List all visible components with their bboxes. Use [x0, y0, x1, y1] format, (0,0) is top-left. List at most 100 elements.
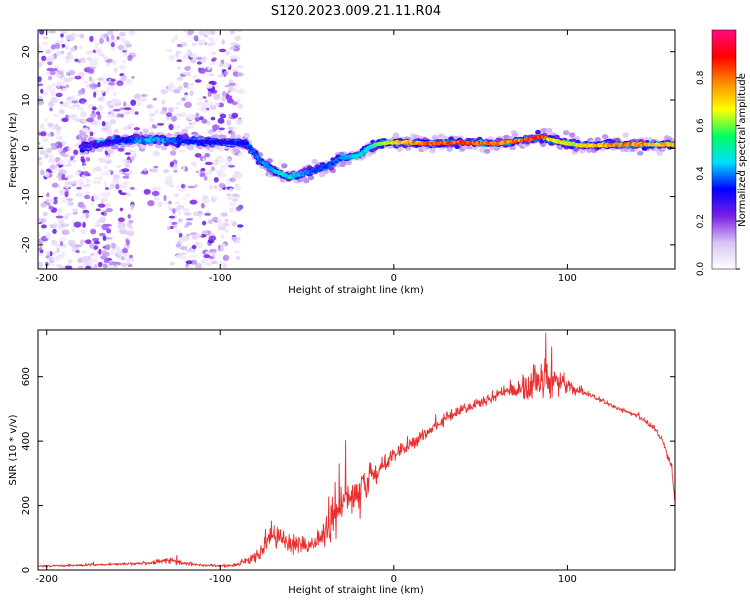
- spectrogram-speckle: [38, 217, 42, 223]
- spectrogram-ridge-cell: [622, 132, 629, 138]
- spectrogram-speckle: [221, 39, 225, 45]
- spectrogram-speckle: [107, 102, 114, 106]
- spectrogram-speckle: [69, 47, 76, 52]
- spectrogram-speckle: [40, 217, 47, 223]
- spectrogram-speckle: [211, 251, 216, 258]
- spectrogram-speckle: [82, 259, 89, 266]
- spectrogram-speckle: [119, 37, 127, 42]
- spectrogram-speckle: [230, 58, 238, 63]
- spectrogram-speckle: [120, 256, 125, 261]
- colorbar-tick-label: 0.8: [696, 70, 706, 85]
- spectrogram-speckle: [199, 116, 204, 121]
- spectrogram-speckle: [99, 53, 105, 57]
- spectrogram-speckle: [180, 111, 187, 118]
- spectrogram-speckle: [48, 259, 55, 264]
- spectrogram-speckle: [111, 98, 118, 104]
- spectrogram-speckle: [38, 99, 45, 106]
- spectrogram-speckle: [99, 232, 106, 237]
- spectrogram-speckle: [110, 242, 116, 249]
- spectrogram-speckle: [174, 193, 179, 197]
- spectrogram-speckle: [64, 214, 69, 220]
- spectrogram-speckle: [87, 68, 95, 74]
- snr-series-line: [38, 332, 675, 568]
- spectrogram-speckle: [99, 37, 104, 44]
- spectrogram-speckle: [184, 66, 191, 71]
- spectrogram-speckle: [233, 126, 237, 129]
- spectrogram-speckle: [56, 50, 61, 56]
- spectrogram-speckle: [127, 214, 131, 219]
- spectrogram-speckle: [58, 169, 67, 176]
- spectrogram-speckle: [116, 113, 121, 118]
- spectrogram-speckle: [235, 118, 244, 126]
- spectrogram-speckle: [62, 101, 69, 108]
- spectrogram-speckle: [159, 110, 167, 115]
- spectrogram-speckle: [63, 182, 71, 189]
- spectrogram-speckle: [117, 221, 123, 225]
- spectrogram-speckle: [196, 61, 202, 65]
- spectrogram-speckle: [235, 256, 241, 260]
- spectrogram-speckle: [236, 99, 241, 104]
- spectrogram-speckle: [191, 244, 197, 250]
- spectrogram-speckle: [166, 226, 171, 231]
- spectrogram-speckle: [185, 248, 193, 253]
- spectrogram-speckle: [110, 170, 114, 176]
- spectrogram-speckle: [218, 48, 227, 53]
- spectrogram-speckle: [108, 261, 117, 267]
- spectrogram-speckle: [120, 113, 124, 118]
- spectrogram-speckle: [79, 181, 84, 188]
- spectrogram-speckle: [79, 216, 84, 219]
- colorbar-bar: [711, 29, 737, 270]
- spectrogram-speckle: [101, 76, 105, 82]
- spectrogram-speckle: [69, 36, 75, 42]
- spectrogram-speckle: [168, 200, 172, 205]
- spectrogram-speckle: [81, 127, 89, 132]
- spectrogram-speckle: [130, 99, 137, 106]
- spectrogram-speckle: [175, 228, 182, 234]
- spectrogram-speckle: [75, 182, 82, 185]
- spectrogram-speckle: [212, 124, 220, 131]
- spectrogram-speckle: [40, 131, 47, 137]
- spectrogram-speckle: [113, 181, 121, 185]
- colorbar-tick-label: 0.4: [696, 166, 706, 181]
- spectrogram-speckle: [213, 196, 217, 200]
- spectrogram-ridge-cell: [601, 134, 609, 140]
- spectrogram-speckle: [192, 75, 198, 80]
- spectrogram-speckle: [228, 82, 236, 87]
- spectrogram-speckle: [97, 203, 106, 208]
- spectrogram-speckle: [97, 104, 104, 111]
- spectrogram-speckle: [186, 113, 194, 121]
- spectrogram-speckle: [103, 165, 108, 171]
- spectrogram-speckle: [38, 161, 43, 166]
- snr-marks: [38, 332, 675, 568]
- spectrogram-speckle: [80, 156, 85, 163]
- spectrogram-speckle: [39, 123, 45, 130]
- spectrogram-speckle: [176, 184, 181, 189]
- spectrogram-speckle: [213, 177, 219, 183]
- spectrogram-speckle: [127, 54, 133, 61]
- spectrogram-speckle: [177, 210, 182, 215]
- spectrogram-speckle: [110, 42, 115, 48]
- spectrogram-speckle: [50, 145, 57, 150]
- spectrogram-speckle: [129, 122, 135, 127]
- spectrogram-speckle: [152, 125, 158, 129]
- spectrogram-speckle: [66, 198, 74, 202]
- spectrogram-speckle: [100, 209, 104, 213]
- spectrogram-speckle: [92, 58, 100, 61]
- spectrogram-speckle: [113, 67, 119, 74]
- spectrogram-speckle: [92, 106, 97, 111]
- spectrogram-speckle: [46, 192, 50, 198]
- spectrogram-speckle: [218, 183, 226, 188]
- spectrogram-speckle: [107, 169, 112, 172]
- spectrogram-speckle: [156, 197, 160, 201]
- spectrogram-speckle: [143, 188, 151, 195]
- spectrogram-speckle: [110, 47, 117, 51]
- spectrogram-ridge-cell: [392, 132, 400, 138]
- spectrogram-speckle: [93, 91, 97, 98]
- spectrogram-speckle: [203, 198, 210, 204]
- spectrogram-speckle: [92, 237, 100, 242]
- spectrogram-speckle: [206, 42, 214, 47]
- spectrogram-speckle: [129, 187, 135, 190]
- spectrogram-speckle: [122, 181, 130, 185]
- spectrogram-x-label: Height of straight line (km): [288, 285, 424, 296]
